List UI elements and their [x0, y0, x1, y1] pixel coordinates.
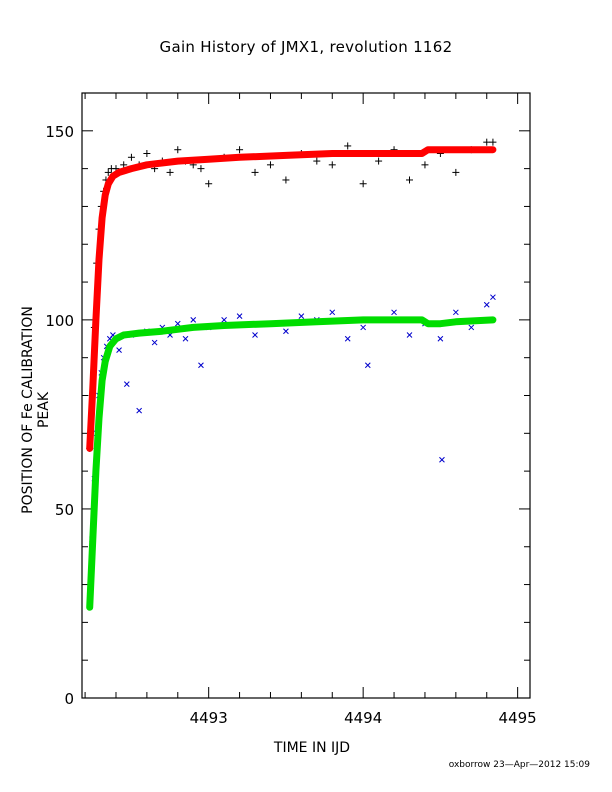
- data-point: [182, 335, 189, 342]
- data-point: [221, 317, 227, 323]
- y-tick-label: 150: [45, 123, 74, 141]
- data-point: [406, 176, 414, 184]
- data-point: [198, 362, 204, 369]
- x-tick-label: 4494: [344, 709, 382, 727]
- data-point: [136, 407, 143, 414]
- y-tick-label: 100: [45, 312, 74, 330]
- x-tick-label: 4493: [190, 709, 228, 727]
- data-point: [328, 161, 336, 169]
- data-point: [364, 362, 371, 369]
- data-point: [104, 168, 112, 176]
- data-point: [468, 324, 475, 331]
- data-point: [120, 161, 128, 169]
- data-point: [489, 138, 497, 146]
- data-point: [391, 309, 397, 316]
- data-point: [375, 157, 383, 165]
- data-point: [298, 313, 305, 319]
- data-point: [151, 339, 158, 346]
- data-point: [236, 146, 244, 154]
- x-axis-label: TIME IN IJD: [273, 740, 351, 756]
- y-axis-label: POSITION OF Fe CALIBRATION PEAK: [20, 306, 52, 514]
- data-point: [344, 142, 352, 150]
- data-point: [236, 313, 243, 319]
- data-point: [127, 153, 135, 161]
- x-tick-label: 4495: [499, 709, 537, 727]
- data-point: [406, 332, 413, 338]
- fit-line-3: [86, 316, 497, 611]
- data-point: [205, 180, 213, 188]
- y-tick-label: 50: [55, 501, 74, 519]
- data-point: [359, 180, 367, 188]
- data-point: [344, 335, 351, 342]
- footer-stamp: oxborrow 23—Apr—2012 15:09: [448, 760, 590, 770]
- y-tick-label: 0: [64, 690, 74, 708]
- data-point: [174, 146, 182, 154]
- axes: 0 50 100 150 4493 4494 4495: [45, 92, 537, 727]
- data-point: [166, 168, 174, 176]
- data-point: [313, 157, 321, 165]
- chart-title: Gain History of JMX1, revolution 1162: [159, 38, 453, 56]
- fit-line-1: [86, 146, 497, 452]
- data-point: [143, 150, 151, 157]
- data-point: [123, 381, 130, 388]
- data-point: [282, 176, 290, 184]
- data-point: [252, 332, 258, 338]
- data-point: [190, 317, 197, 323]
- data-point: [490, 294, 496, 301]
- data-point: [283, 328, 289, 335]
- data-point: [439, 456, 445, 463]
- data-point: [266, 161, 274, 169]
- data-point: [421, 161, 429, 169]
- plot-frame: [81, 92, 531, 699]
- data-point: [483, 138, 491, 146]
- data-point: [437, 335, 444, 342]
- data-point: [251, 168, 259, 176]
- data-point: [483, 301, 490, 308]
- data-point: [329, 309, 336, 316]
- data-point: [452, 309, 459, 316]
- data-point: [197, 165, 205, 173]
- data-point: [116, 347, 122, 353]
- data-point: [360, 324, 367, 331]
- data-marks: [86, 138, 497, 611]
- data-point: [452, 168, 460, 176]
- data-point: [174, 320, 181, 327]
